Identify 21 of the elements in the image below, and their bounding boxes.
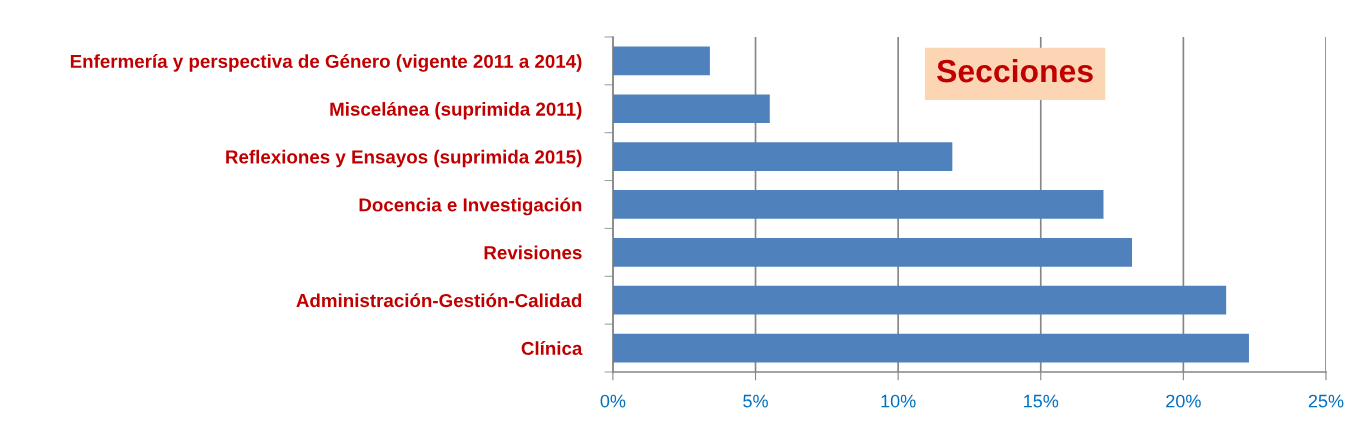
bar [612, 237, 1133, 267]
bar [612, 333, 1249, 363]
bar [612, 46, 710, 76]
x-tick-label: 25% [1308, 394, 1344, 408]
x-tick-label: 0% [600, 394, 626, 408]
y-tick-label: Administración-Gestión-Calidad [296, 293, 582, 308]
y-tick-label: Clínica [521, 341, 583, 356]
x-tick-label: 20% [1166, 394, 1201, 408]
y-tick-label: Reflexiones y Ensayos (suprimida 2015) [226, 149, 582, 168]
y-tick-label: Miscelánea (suprimida 2011) [330, 101, 582, 120]
x-tick-label: 10% [881, 394, 916, 408]
y-tick-label: Enfermería y perspectiva de Género (vigente 2011 a 2014) [70, 54, 582, 72]
bar [612, 94, 770, 124]
text: Secciones [936, 58, 1093, 83]
x-tick-label: 5% [743, 394, 768, 408]
bar [612, 142, 953, 171]
y-tick-label: Revisiones [484, 245, 582, 260]
bar [612, 285, 1227, 315]
x-tick-label: 15% [1024, 394, 1059, 408]
bar [612, 190, 1104, 219]
y-tick-label: Docencia e Investigación [359, 197, 582, 216]
